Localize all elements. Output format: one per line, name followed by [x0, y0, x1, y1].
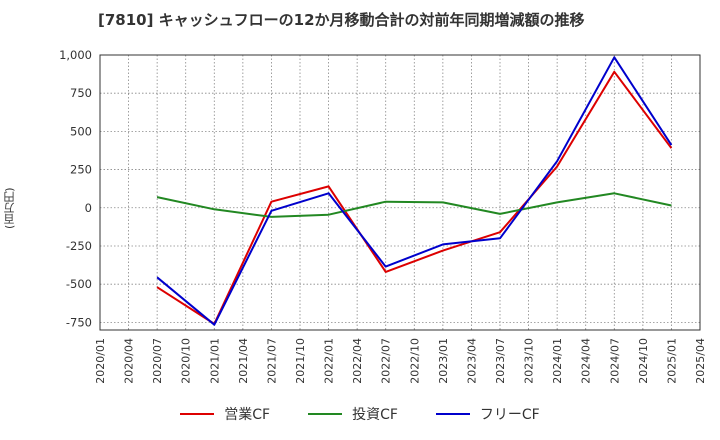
x-tick-label: 2024/10 [637, 338, 650, 384]
legend-item-investing-cf: 投資CF [308, 404, 398, 424]
series-lines [156, 56, 673, 326]
x-tick-label: 2025/01 [665, 338, 678, 384]
x-tick-label: 2021/10 [294, 338, 307, 384]
x-tick-label: 2020/04 [123, 338, 136, 384]
legend-swatch-investing-cf [308, 413, 343, 415]
x-axis-ticks: 2020/01 2020/04 2020/07 2020/10 2021/01 2021/… [94, 338, 707, 384]
legend-label-operating-cf: 営業CF [224, 407, 271, 423]
y-tick-label: 750 [70, 86, 92, 100]
x-tick-label: 2021/04 [237, 338, 250, 384]
x-tick-label: 2021/07 [265, 338, 278, 384]
chart-title: [7810] キャッシュフローの12か月移動合計の対前年同期増減額の推移 [98, 11, 585, 29]
x-tick-label: 2020/10 [180, 338, 193, 384]
x-tick-label: 2025/04 [694, 338, 707, 384]
y-tick-label: 250 [70, 163, 92, 177]
legend-item-free-cf: フリーCF [435, 404, 540, 424]
legend: 営業CF 投資CF フリーCF [0, 404, 720, 424]
y-tick-label: -250 [66, 239, 92, 253]
y-tick-label: -500 [66, 277, 92, 291]
x-tick-label: 2024/07 [608, 338, 621, 384]
legend-swatch-operating-cf [180, 413, 215, 415]
legend-swatch-free-cf [435, 413, 470, 415]
x-tick-label: 2023/01 [437, 338, 450, 384]
y-tick-label: 0 [85, 201, 92, 215]
series-line-1 [156, 192, 672, 218]
x-tick-label: 2023/07 [494, 338, 507, 384]
plot-frame [99, 54, 701, 331]
x-tick-label: 2020/01 [94, 338, 107, 384]
grid [99, 54, 701, 330]
y-axis-ticks: -750 -500 -250 0 250 500 750 1,000 [59, 48, 92, 329]
y-tick-label: 1,000 [59, 48, 92, 62]
x-tick-label: 2024/04 [580, 338, 593, 384]
x-tick-label: 2021/01 [208, 338, 221, 384]
x-tick-label: 2022/01 [323, 338, 336, 384]
y-tick-label: -750 [66, 315, 92, 329]
y-tick-label: 500 [70, 124, 92, 138]
x-tick-label: 2023/10 [523, 338, 536, 384]
x-tick-label: 2023/04 [465, 338, 478, 384]
x-tick-label: 2022/10 [408, 338, 421, 384]
x-tick-label: 2024/01 [551, 338, 564, 384]
series-line-2 [156, 56, 673, 326]
x-tick-label: 2022/04 [351, 338, 364, 384]
x-tick-label: 2020/07 [151, 338, 164, 384]
legend-label-investing-cf: 投資CF [352, 407, 398, 423]
x-tick-label: 2022/07 [380, 338, 393, 384]
legend-label-free-cf: フリーCF [479, 407, 540, 423]
legend-item-operating-cf: 営業CF [180, 404, 270, 424]
series-line-0 [156, 70, 673, 325]
